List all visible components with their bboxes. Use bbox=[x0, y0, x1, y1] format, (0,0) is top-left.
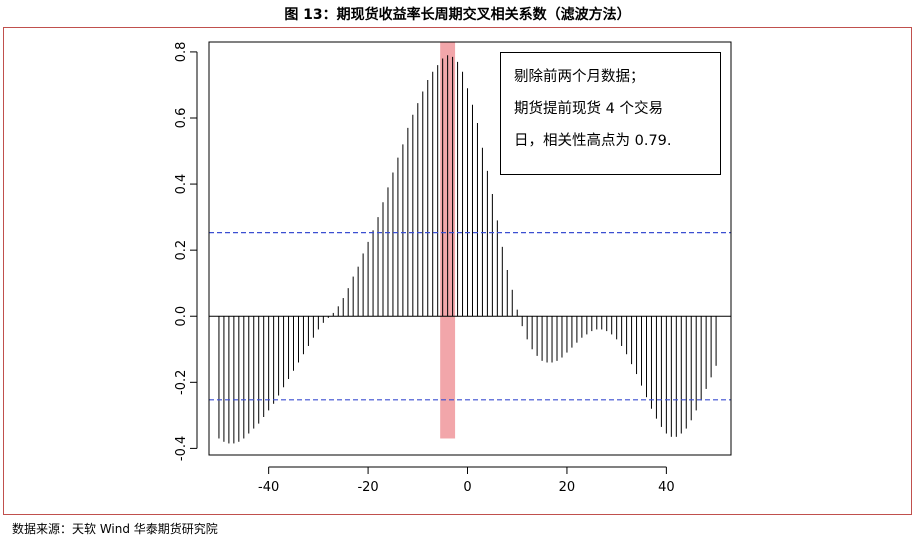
annotation-line: 剔除前两个月数据； bbox=[514, 69, 645, 85]
plot-frame bbox=[208, 41, 732, 456]
x-tick-label: -40 bbox=[258, 480, 279, 495]
y-tick-label: -0.4 bbox=[174, 436, 189, 461]
y-tick-label: 0.6 bbox=[174, 108, 189, 129]
x-tick-label: 0 bbox=[463, 480, 471, 495]
annotation-line: 日，相关性高点为 0.79. bbox=[514, 133, 672, 149]
y-tick-label: 0.4 bbox=[174, 174, 189, 195]
source-note: 数据来源：天软 Wind 华泰期货研究院 bbox=[12, 522, 218, 536]
chart-title: 图 13：期现货收益率长周期交叉相关系数（滤波方法） bbox=[284, 7, 631, 23]
y-tick-label: 0.8 bbox=[174, 42, 189, 63]
y-tick-label: 0.2 bbox=[174, 240, 189, 261]
x-tick-label: 40 bbox=[658, 480, 675, 495]
title-rule bbox=[3, 27, 912, 28]
x-tick-label: 20 bbox=[559, 480, 576, 495]
axes-layer: -0.4 -0.2 0.0 0.2 0.4 0.6 0.8 -40 -20 0 20 40 bbox=[174, 41, 732, 495]
frame-left-border bbox=[3, 27, 4, 515]
annotation-line: 期货提前现货 4 个交易 bbox=[514, 101, 663, 117]
y-tick-label: -0.2 bbox=[174, 370, 189, 395]
x-tick-label: -20 bbox=[357, 480, 378, 495]
frame-right-border bbox=[911, 27, 912, 515]
annotation-box: 剔除前两个月数据； 期货提前现货 4 个交易 日，相关性高点为 0.79. bbox=[500, 52, 721, 175]
source-rule bbox=[3, 514, 912, 515]
y-tick-label: 0.0 bbox=[174, 306, 189, 327]
bars-layer bbox=[218, 55, 717, 444]
